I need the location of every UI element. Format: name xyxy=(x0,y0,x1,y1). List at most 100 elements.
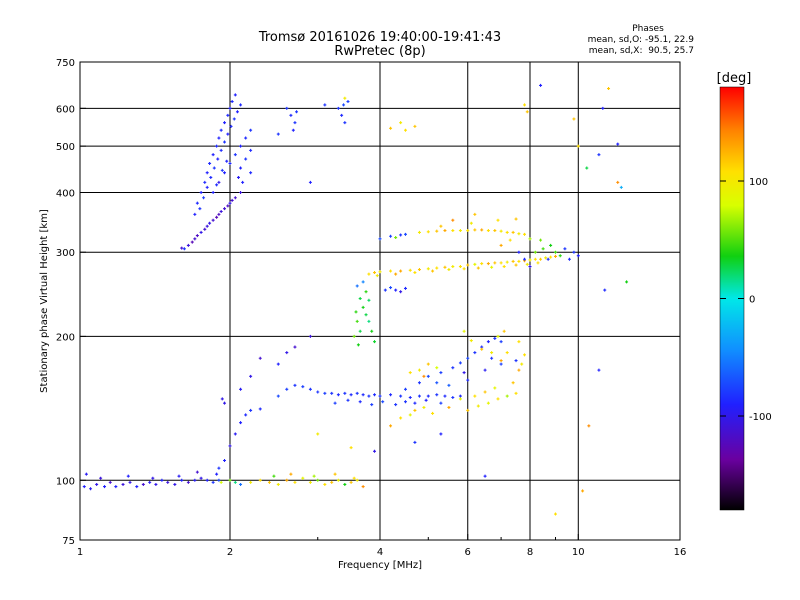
data-point xyxy=(301,385,305,389)
x-tick-label: 16 xyxy=(674,547,687,558)
data-point xyxy=(431,269,435,273)
data-point xyxy=(258,407,262,411)
data-point xyxy=(352,334,356,338)
data-point xyxy=(493,229,497,233)
data-point xyxy=(473,351,477,355)
data-point xyxy=(553,250,557,254)
data-point xyxy=(443,229,447,233)
data-point xyxy=(211,480,215,484)
data-point xyxy=(413,440,417,444)
data-point xyxy=(223,121,227,125)
data-point xyxy=(323,482,327,486)
data-point xyxy=(276,132,280,136)
data-point xyxy=(597,153,601,157)
data-point xyxy=(370,329,374,333)
data-point xyxy=(336,478,340,482)
data-point xyxy=(439,224,443,228)
data-point xyxy=(330,480,334,484)
data-point xyxy=(493,336,497,340)
data-point xyxy=(499,362,503,366)
data-point xyxy=(355,391,359,395)
data-point xyxy=(601,106,605,110)
data-point xyxy=(417,230,421,234)
data-point xyxy=(558,254,562,258)
data-point xyxy=(233,93,237,97)
data-point xyxy=(128,480,132,484)
data-point xyxy=(346,100,350,104)
data-point xyxy=(539,238,543,242)
data-point xyxy=(517,340,521,344)
data-point xyxy=(220,397,224,401)
data-point xyxy=(514,391,518,395)
data-point xyxy=(249,148,253,152)
colorbar-tick-label: 0 xyxy=(749,295,755,306)
data-point xyxy=(180,246,184,250)
data-point xyxy=(205,185,209,189)
data-point xyxy=(375,274,379,278)
data-point xyxy=(476,404,480,408)
data-point xyxy=(417,268,421,272)
data-point xyxy=(473,262,477,266)
data-point xyxy=(205,224,209,228)
data-point xyxy=(435,266,439,270)
x-tick-label: 8 xyxy=(527,547,533,558)
data-point xyxy=(493,386,497,390)
data-point xyxy=(239,103,243,107)
data-point xyxy=(505,351,509,355)
data-point xyxy=(211,218,215,222)
data-point xyxy=(394,272,398,276)
data-point xyxy=(285,106,289,110)
data-point xyxy=(230,100,234,104)
data-point xyxy=(151,476,155,480)
data-point xyxy=(533,250,537,254)
data-point xyxy=(517,259,521,263)
phase-stats-o: mean, sd,O: -95.1, 22.9 xyxy=(588,35,695,45)
data-point xyxy=(291,128,295,132)
data-point xyxy=(233,480,237,484)
data-point xyxy=(217,212,221,216)
data-point xyxy=(249,171,253,175)
data-point xyxy=(443,265,447,269)
data-point xyxy=(373,393,377,397)
data-point xyxy=(572,117,576,121)
data-point xyxy=(195,201,199,205)
data-point xyxy=(499,243,503,247)
data-point xyxy=(233,153,237,157)
data-point xyxy=(403,286,407,290)
data-point xyxy=(258,356,262,360)
data-point xyxy=(399,416,403,420)
data-point xyxy=(352,476,356,480)
data-point xyxy=(301,476,305,480)
data-point xyxy=(597,368,601,372)
data-point xyxy=(361,305,365,309)
data-point xyxy=(239,166,243,170)
data-point xyxy=(585,166,589,170)
data-point xyxy=(373,271,377,275)
data-point xyxy=(308,334,312,338)
data-point xyxy=(447,383,451,387)
data-point xyxy=(378,237,382,241)
data-point xyxy=(499,359,503,363)
data-point xyxy=(215,215,219,219)
data-point xyxy=(443,394,447,398)
data-point xyxy=(148,480,152,484)
data-point xyxy=(223,140,227,144)
data-point xyxy=(293,480,297,484)
data-point xyxy=(182,247,186,251)
data-point xyxy=(211,190,215,194)
data-point xyxy=(249,374,253,378)
data-point xyxy=(466,378,470,382)
colorbar-label: [deg] xyxy=(717,71,752,86)
y-tick-label: 100 xyxy=(56,476,75,487)
data-point xyxy=(373,449,377,453)
data-point xyxy=(490,356,494,360)
data-point xyxy=(394,288,398,292)
data-point xyxy=(496,334,500,338)
data-point xyxy=(466,229,470,233)
data-point xyxy=(403,232,407,236)
data-point xyxy=(180,478,184,482)
data-point xyxy=(539,257,543,261)
data-point xyxy=(285,478,289,482)
data-point xyxy=(225,159,229,163)
